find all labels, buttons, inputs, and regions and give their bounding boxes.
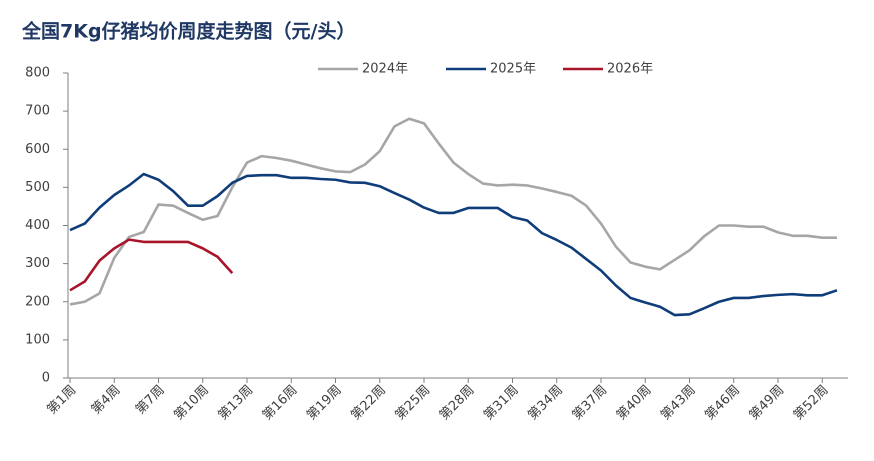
y-tick-label: 800 bbox=[25, 66, 50, 81]
y-tick-label: 100 bbox=[25, 332, 50, 347]
x-tick-label: 第4周 bbox=[89, 383, 124, 418]
y-tick-label: 400 bbox=[25, 218, 50, 233]
x-tick-label: 第31周 bbox=[481, 383, 522, 424]
legend-label: 2026年 bbox=[607, 62, 653, 77]
chart-title: 全国7Kg仔猪均价周度走势图（元/头） bbox=[21, 20, 355, 43]
series-line bbox=[69, 238, 234, 292]
x-tick-label: 第22周 bbox=[348, 383, 389, 424]
series-line bbox=[69, 117, 837, 306]
x-tick-label: 第43周 bbox=[658, 383, 699, 424]
legend-label: 2024年 bbox=[362, 62, 408, 77]
y-tick-label: 200 bbox=[25, 294, 50, 309]
y-tick-label: 0 bbox=[42, 371, 50, 386]
x-tick-label: 第34周 bbox=[525, 383, 566, 424]
x-tick-label: 第37周 bbox=[570, 383, 611, 424]
y-tick-label: 500 bbox=[25, 180, 50, 195]
y-tick-label: 700 bbox=[25, 104, 50, 119]
series-line bbox=[69, 172, 838, 317]
x-tick-label: 第25周 bbox=[393, 383, 434, 424]
x-tick-label: 第46周 bbox=[702, 383, 743, 424]
x-tick-label: 第28周 bbox=[437, 383, 478, 424]
y-tick-label: 600 bbox=[25, 142, 50, 157]
x-tick-label: 第49周 bbox=[747, 383, 788, 424]
x-tick-label: 第1周 bbox=[44, 383, 79, 418]
x-tick-label: 第16周 bbox=[260, 383, 301, 424]
x-tick-label: 第7周 bbox=[133, 383, 168, 418]
y-tick-label: 300 bbox=[25, 256, 50, 271]
x-tick-label: 第13周 bbox=[216, 383, 257, 424]
x-tick-label: 第19周 bbox=[304, 383, 345, 424]
legend-label: 2025年 bbox=[490, 62, 536, 77]
x-tick-label: 第10周 bbox=[171, 383, 212, 424]
x-tick-label: 第52周 bbox=[791, 383, 832, 424]
x-tick-label: 第40周 bbox=[614, 383, 655, 424]
